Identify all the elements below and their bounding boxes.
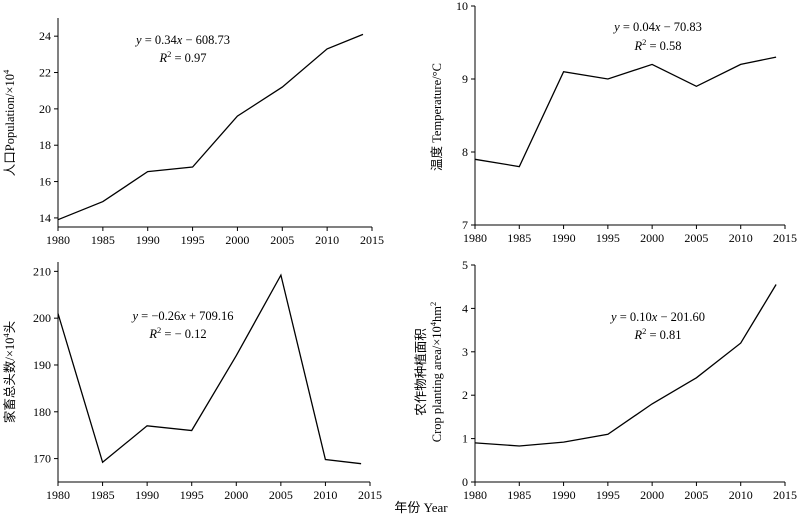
x-tick-label: 1980 <box>46 488 70 502</box>
x-tick-label: 2000 <box>640 488 664 502</box>
y-tick-label: 5 <box>462 258 468 272</box>
y-tick-label: 0 <box>462 475 468 489</box>
x-tick-label: 2010 <box>729 231 753 245</box>
y-tick-label: 16 <box>39 175 51 189</box>
x-tick-label: 2005 <box>270 233 294 247</box>
x-tick-label: 2005 <box>269 488 293 502</box>
x-tick-label: 2015 <box>773 231 797 245</box>
chart-panel-2: 1980 1985 1990 1995 2000 2005 2010 2015 7 8 9 10 y =… <box>429 0 797 245</box>
series-line <box>474 284 777 447</box>
y-axis-title: 农作物种植面积 <box>413 328 428 416</box>
r-squared: R2 = 0.97 <box>158 49 206 65</box>
x-tick-label: 2000 <box>224 488 248 502</box>
x-tick-label: 2000 <box>225 233 249 247</box>
x-tick-label: 2010 <box>729 488 753 502</box>
y-tick-label: 210 <box>33 264 51 278</box>
regression-equation: y = −0.26x + 709.16 <box>130 309 233 323</box>
x-tick-label: 1985 <box>91 233 115 247</box>
x-tick-label: 1980 <box>463 231 487 245</box>
chart-panel-3: 1980 1985 1990 1995 2000 2005 2010 2015 170 180 19… <box>1 262 382 502</box>
y-tick-label: 3 <box>462 345 468 359</box>
y-axis-title: 人口Population/×104 <box>1 69 17 176</box>
chart-panel-4: 1980 1985 1990 1995 2000 2005 2010 2015 0 1 2 3 4 5 y … <box>413 258 797 502</box>
x-tick-label: 2015 <box>773 488 797 502</box>
x-axis-title: 年份 Year <box>394 500 448 515</box>
x-tick-label: 2005 <box>684 488 708 502</box>
y-tick-label: 14 <box>39 211 51 225</box>
x-tick-label: 1985 <box>91 488 115 502</box>
x-tick-label: 1995 <box>596 231 620 245</box>
x-tick-label: 1990 <box>552 488 576 502</box>
y-tick-label: 10 <box>456 0 468 13</box>
x-tick-label: 1990 <box>136 233 160 247</box>
y-axis-title: 温度 Temperature/°C <box>429 63 444 171</box>
x-tick-label: 1995 <box>181 233 205 247</box>
series-line <box>57 33 364 221</box>
regression-equation: y = 0.10x − 201.60 <box>609 310 705 324</box>
x-tick-label: 1990 <box>135 488 159 502</box>
y-tick-label: 190 <box>33 358 51 372</box>
x-tick-label: 1995 <box>180 488 204 502</box>
x-tick-label: 2000 <box>640 231 664 245</box>
y-tick-label: 24 <box>39 29 51 43</box>
x-tick-label: 1985 <box>507 231 531 245</box>
r-squared: R2 = − 0.12 <box>148 325 206 341</box>
y-tick-label: 22 <box>39 66 51 80</box>
y-tick-label: 170 <box>33 452 51 466</box>
r-squared: R2 = 0.58 <box>633 37 681 53</box>
x-tick-label: 1995 <box>596 488 620 502</box>
regression-equation: y = 0.34x − 608.73 <box>134 33 230 47</box>
x-tick-label: 1980 <box>46 233 70 247</box>
x-tick-label: 1985 <box>507 488 531 502</box>
x-tick-label: 2010 <box>313 488 337 502</box>
y-tick-label: 180 <box>33 405 51 419</box>
x-tick-label: 1990 <box>552 231 576 245</box>
x-tick-label: 1980 <box>463 488 487 502</box>
series-line <box>474 56 777 168</box>
y-tick-label: 20 <box>39 102 51 116</box>
y-tick-label: 200 <box>33 311 51 325</box>
x-tick-label: 2005 <box>684 231 708 245</box>
y-tick-label: 7 <box>462 218 468 232</box>
x-tick-label: 2015 <box>358 488 382 502</box>
y-tick-label: 9 <box>462 72 468 86</box>
y-tick-label: 1 <box>462 432 468 446</box>
y-tick-label: 8 <box>462 145 468 159</box>
r-squared: R2 = 0.81 <box>633 326 681 342</box>
y-tick-label: 18 <box>39 138 51 152</box>
y-tick-label: 4 <box>462 301 468 315</box>
chart-panel-1: 1980 1985 1990 1995 2000 2005 2010 2015 14 16 18 20… <box>1 18 384 247</box>
series-line <box>57 273 362 465</box>
y-tick-label: 2 <box>462 388 468 402</box>
y-axis-title-english: Crop planting area/×104hm2 <box>428 302 444 443</box>
y-axis-title: 家畜总头数/×104头 <box>1 321 17 423</box>
x-tick-label: 2015 <box>360 233 384 247</box>
x-tick-label: 2010 <box>315 233 339 247</box>
regression-equation: y = 0.04x − 70.83 <box>612 20 702 34</box>
